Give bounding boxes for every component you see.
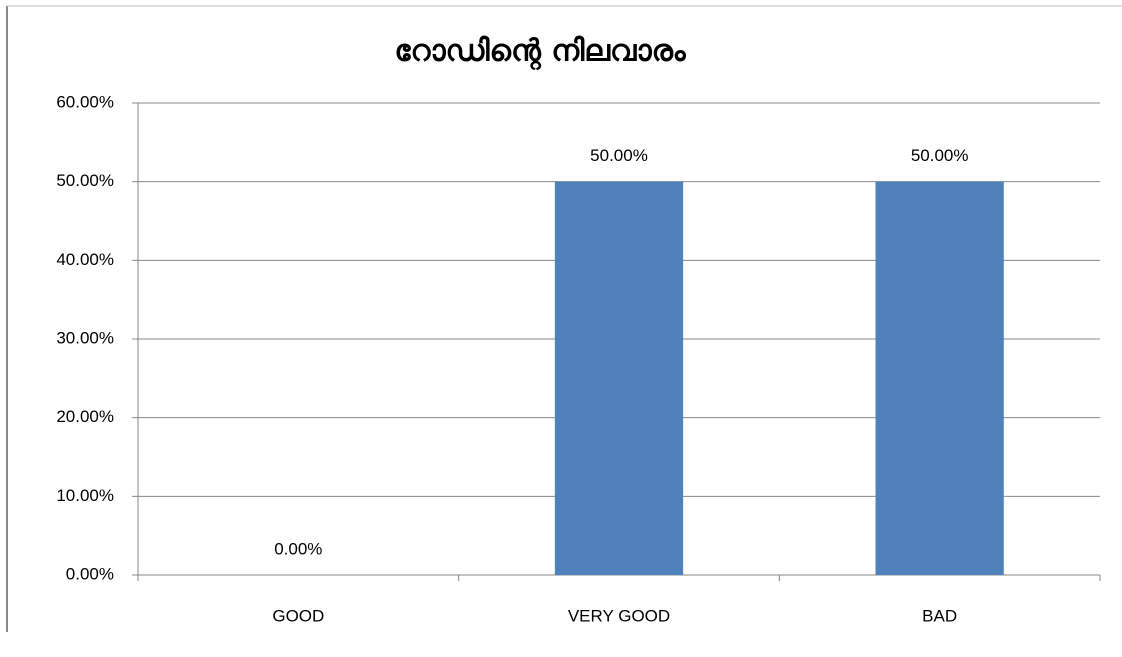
bar bbox=[554, 181, 684, 575]
data-label: 0.00% bbox=[274, 539, 322, 558]
y-tick-label: 10.00% bbox=[56, 486, 114, 505]
x-tick-label: GOOD bbox=[272, 606, 324, 625]
y-tick-label: 20.00% bbox=[56, 407, 114, 426]
y-tick-label: 60.00% bbox=[56, 92, 114, 111]
y-tick-label: 30.00% bbox=[56, 328, 114, 347]
y-tick-label: 40.00% bbox=[56, 250, 114, 269]
bar bbox=[875, 181, 1004, 575]
x-tick-label: VERY GOOD bbox=[568, 606, 670, 625]
data-label: 50.00% bbox=[590, 146, 648, 165]
chart-title: റോഡിന്റെ നിലവാരം bbox=[394, 34, 687, 71]
x-tick-label: BAD bbox=[922, 606, 957, 625]
data-label: 50.00% bbox=[911, 146, 969, 165]
y-tick-label: 0.00% bbox=[66, 564, 114, 583]
y-tick-label: 50.00% bbox=[56, 171, 114, 190]
